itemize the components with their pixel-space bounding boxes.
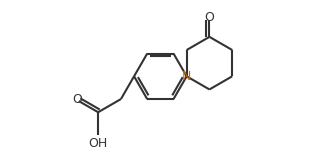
- Text: OH: OH: [89, 137, 108, 150]
- Text: O: O: [72, 93, 82, 106]
- Text: N: N: [182, 70, 191, 83]
- Text: O: O: [205, 11, 214, 24]
